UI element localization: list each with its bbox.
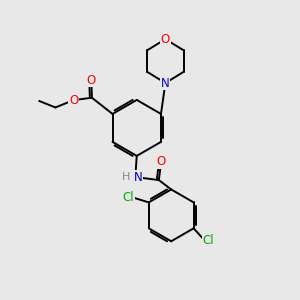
Text: N: N	[161, 76, 170, 89]
Text: N: N	[134, 171, 142, 184]
Text: H: H	[122, 172, 130, 182]
Text: Cl: Cl	[202, 234, 214, 247]
Text: Cl: Cl	[122, 190, 134, 204]
Text: O: O	[87, 74, 96, 87]
Text: O: O	[69, 94, 78, 106]
Text: O: O	[161, 33, 170, 46]
Text: O: O	[157, 155, 166, 168]
